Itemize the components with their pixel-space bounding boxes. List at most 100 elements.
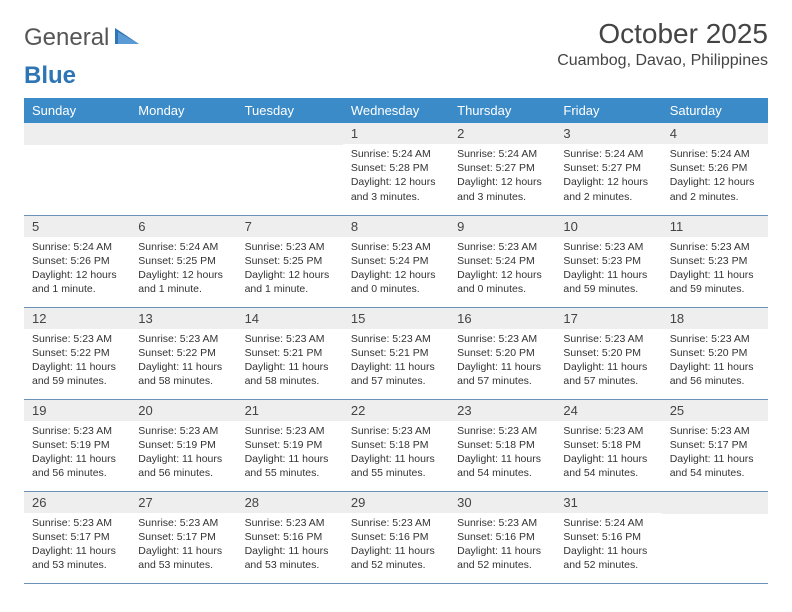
calendar-week-row: 12Sunrise: 5:23 AMSunset: 5:22 PMDayligh… — [24, 307, 768, 399]
day-info: Sunrise: 5:23 AMSunset: 5:17 PMDaylight:… — [24, 513, 130, 577]
day-info: Sunrise: 5:23 AMSunset: 5:18 PMDaylight:… — [555, 421, 661, 485]
calendar-cell: 27Sunrise: 5:23 AMSunset: 5:17 PMDayligh… — [130, 491, 236, 583]
day-number: 26 — [24, 492, 130, 513]
calendar-cell: 26Sunrise: 5:23 AMSunset: 5:17 PMDayligh… — [24, 491, 130, 583]
day-number: 29 — [343, 492, 449, 513]
day-number: 9 — [449, 216, 555, 237]
calendar-cell: 18Sunrise: 5:23 AMSunset: 5:20 PMDayligh… — [662, 307, 768, 399]
day-number: 27 — [130, 492, 236, 513]
logo: General — [24, 24, 143, 52]
calendar-cell: 3Sunrise: 5:24 AMSunset: 5:27 PMDaylight… — [555, 123, 661, 215]
day-header: Wednesday — [343, 98, 449, 123]
day-number: 18 — [662, 308, 768, 329]
calendar-cell: 19Sunrise: 5:23 AMSunset: 5:19 PMDayligh… — [24, 399, 130, 491]
day-number: 8 — [343, 216, 449, 237]
day-info: Sunrise: 5:23 AMSunset: 5:20 PMDaylight:… — [449, 329, 555, 393]
day-header: Sunday — [24, 98, 130, 123]
day-info: Sunrise: 5:23 AMSunset: 5:17 PMDaylight:… — [662, 421, 768, 485]
day-number: 14 — [237, 308, 343, 329]
calendar-cell: 2Sunrise: 5:24 AMSunset: 5:27 PMDaylight… — [449, 123, 555, 215]
day-header: Monday — [130, 98, 236, 123]
logo-text-blue: Blue — [24, 62, 76, 89]
calendar-cell: 13Sunrise: 5:23 AMSunset: 5:22 PMDayligh… — [130, 307, 236, 399]
day-info: Sunrise: 5:23 AMSunset: 5:24 PMDaylight:… — [449, 237, 555, 301]
day-info: Sunrise: 5:23 AMSunset: 5:18 PMDaylight:… — [449, 421, 555, 485]
day-number: 28 — [237, 492, 343, 513]
calendar-cell: 31Sunrise: 5:24 AMSunset: 5:16 PMDayligh… — [555, 491, 661, 583]
calendar-cell — [237, 123, 343, 215]
day-number: 30 — [449, 492, 555, 513]
calendar-cell: 5Sunrise: 5:24 AMSunset: 5:26 PMDaylight… — [24, 215, 130, 307]
day-number: 23 — [449, 400, 555, 421]
calendar-cell: 6Sunrise: 5:24 AMSunset: 5:25 PMDaylight… — [130, 215, 236, 307]
calendar-cell — [130, 123, 236, 215]
calendar-cell: 10Sunrise: 5:23 AMSunset: 5:23 PMDayligh… — [555, 215, 661, 307]
calendar-cell: 8Sunrise: 5:23 AMSunset: 5:24 PMDaylight… — [343, 215, 449, 307]
day-number: 17 — [555, 308, 661, 329]
day-number: 11 — [662, 216, 768, 237]
logo-text-general: General — [24, 24, 109, 52]
month-title: October 2025 — [557, 18, 768, 50]
day-info: Sunrise: 5:23 AMSunset: 5:23 PMDaylight:… — [662, 237, 768, 301]
calendar-cell: 12Sunrise: 5:23 AMSunset: 5:22 PMDayligh… — [24, 307, 130, 399]
day-number: 20 — [130, 400, 236, 421]
day-info: Sunrise: 5:24 AMSunset: 5:25 PMDaylight:… — [130, 237, 236, 301]
calendar-cell: 29Sunrise: 5:23 AMSunset: 5:16 PMDayligh… — [343, 491, 449, 583]
calendar-week-row: 26Sunrise: 5:23 AMSunset: 5:17 PMDayligh… — [24, 491, 768, 583]
calendar-cell: 15Sunrise: 5:23 AMSunset: 5:21 PMDayligh… — [343, 307, 449, 399]
day-number-empty — [130, 123, 236, 145]
day-number: 16 — [449, 308, 555, 329]
calendar-table: Sunday Monday Tuesday Wednesday Thursday… — [24, 98, 768, 584]
day-number: 13 — [130, 308, 236, 329]
calendar-week-row: 5Sunrise: 5:24 AMSunset: 5:26 PMDaylight… — [24, 215, 768, 307]
calendar-cell: 7Sunrise: 5:23 AMSunset: 5:25 PMDaylight… — [237, 215, 343, 307]
day-number: 31 — [555, 492, 661, 513]
day-number: 5 — [24, 216, 130, 237]
day-number: 21 — [237, 400, 343, 421]
day-info: Sunrise: 5:24 AMSunset: 5:26 PMDaylight:… — [662, 144, 768, 208]
calendar-cell: 11Sunrise: 5:23 AMSunset: 5:23 PMDayligh… — [662, 215, 768, 307]
day-header-row: Sunday Monday Tuesday Wednesday Thursday… — [24, 98, 768, 123]
day-number: 2 — [449, 123, 555, 144]
day-info: Sunrise: 5:24 AMSunset: 5:27 PMDaylight:… — [449, 144, 555, 208]
day-number: 4 — [662, 123, 768, 144]
calendar-cell — [24, 123, 130, 215]
day-info: Sunrise: 5:23 AMSunset: 5:16 PMDaylight:… — [449, 513, 555, 577]
day-info: Sunrise: 5:23 AMSunset: 5:19 PMDaylight:… — [130, 421, 236, 485]
day-header: Friday — [555, 98, 661, 123]
day-number: 10 — [555, 216, 661, 237]
calendar-cell: 9Sunrise: 5:23 AMSunset: 5:24 PMDaylight… — [449, 215, 555, 307]
day-header: Thursday — [449, 98, 555, 123]
calendar-cell: 21Sunrise: 5:23 AMSunset: 5:19 PMDayligh… — [237, 399, 343, 491]
calendar-cell: 24Sunrise: 5:23 AMSunset: 5:18 PMDayligh… — [555, 399, 661, 491]
day-header: Tuesday — [237, 98, 343, 123]
day-info: Sunrise: 5:24 AMSunset: 5:28 PMDaylight:… — [343, 144, 449, 208]
calendar-cell: 1Sunrise: 5:24 AMSunset: 5:28 PMDaylight… — [343, 123, 449, 215]
day-number-empty — [237, 123, 343, 145]
day-info: Sunrise: 5:23 AMSunset: 5:19 PMDaylight:… — [24, 421, 130, 485]
calendar-cell — [662, 491, 768, 583]
calendar-cell: 30Sunrise: 5:23 AMSunset: 5:16 PMDayligh… — [449, 491, 555, 583]
day-info: Sunrise: 5:23 AMSunset: 5:25 PMDaylight:… — [237, 237, 343, 301]
day-info: Sunrise: 5:24 AMSunset: 5:26 PMDaylight:… — [24, 237, 130, 301]
calendar-cell: 22Sunrise: 5:23 AMSunset: 5:18 PMDayligh… — [343, 399, 449, 491]
calendar-cell: 28Sunrise: 5:23 AMSunset: 5:16 PMDayligh… — [237, 491, 343, 583]
day-info: Sunrise: 5:23 AMSunset: 5:23 PMDaylight:… — [555, 237, 661, 301]
day-number: 25 — [662, 400, 768, 421]
day-header: Saturday — [662, 98, 768, 123]
day-info: Sunrise: 5:23 AMSunset: 5:22 PMDaylight:… — [24, 329, 130, 393]
calendar-week-row: 1Sunrise: 5:24 AMSunset: 5:28 PMDaylight… — [24, 123, 768, 215]
day-info: Sunrise: 5:23 AMSunset: 5:18 PMDaylight:… — [343, 421, 449, 485]
day-info: Sunrise: 5:23 AMSunset: 5:17 PMDaylight:… — [130, 513, 236, 577]
day-info: Sunrise: 5:23 AMSunset: 5:21 PMDaylight:… — [343, 329, 449, 393]
calendar-cell: 23Sunrise: 5:23 AMSunset: 5:18 PMDayligh… — [449, 399, 555, 491]
day-info: Sunrise: 5:23 AMSunset: 5:20 PMDaylight:… — [662, 329, 768, 393]
day-info: Sunrise: 5:23 AMSunset: 5:24 PMDaylight:… — [343, 237, 449, 301]
day-number: 15 — [343, 308, 449, 329]
calendar-cell: 14Sunrise: 5:23 AMSunset: 5:21 PMDayligh… — [237, 307, 343, 399]
day-number: 22 — [343, 400, 449, 421]
calendar-cell: 16Sunrise: 5:23 AMSunset: 5:20 PMDayligh… — [449, 307, 555, 399]
day-info: Sunrise: 5:23 AMSunset: 5:16 PMDaylight:… — [237, 513, 343, 577]
calendar-cell: 20Sunrise: 5:23 AMSunset: 5:19 PMDayligh… — [130, 399, 236, 491]
day-info: Sunrise: 5:23 AMSunset: 5:16 PMDaylight:… — [343, 513, 449, 577]
